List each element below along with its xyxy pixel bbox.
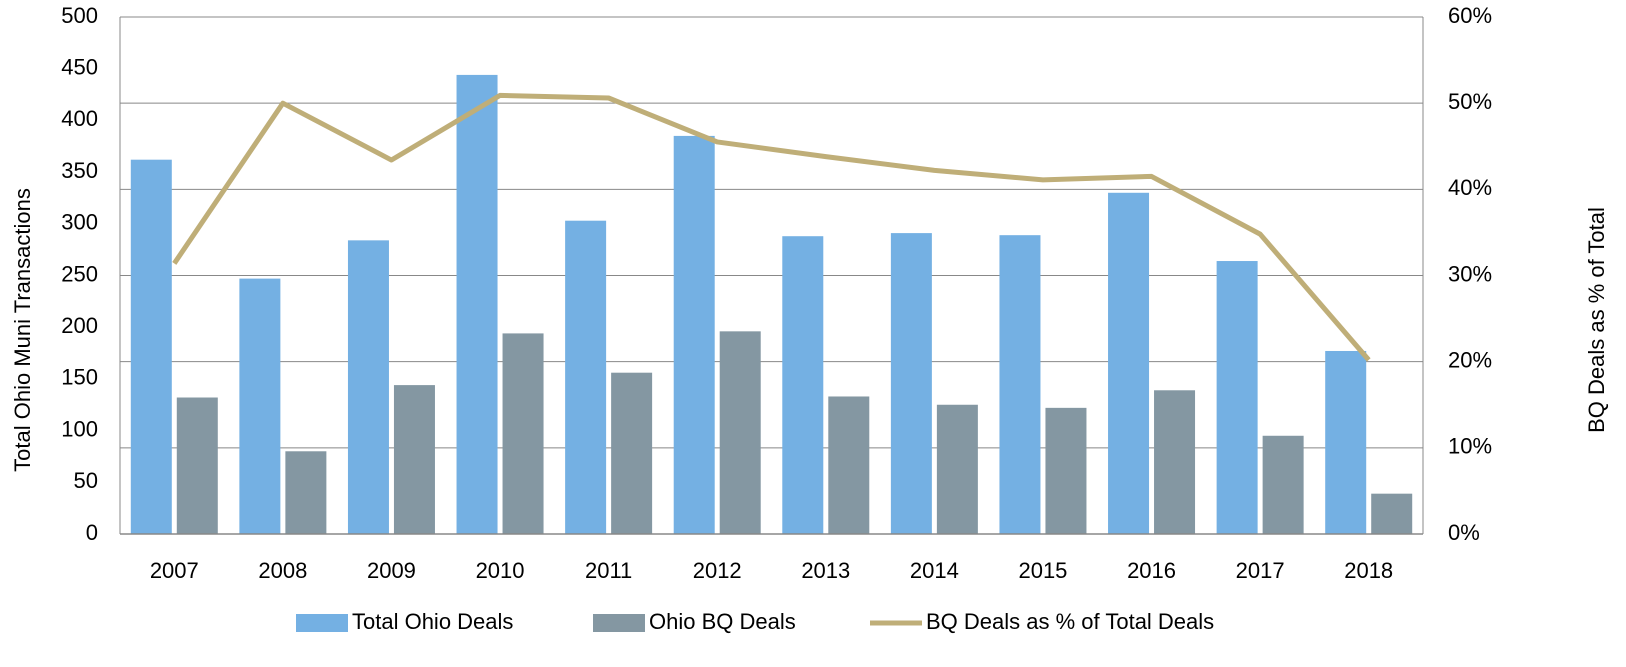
x-tick-label: 2012: [693, 558, 742, 583]
y-tick-label: 400: [61, 106, 98, 131]
x-tick-label: 2008: [258, 558, 307, 583]
bar: [565, 220, 607, 534]
y2-tick-label: 60%: [1448, 3, 1492, 28]
bar: [1154, 390, 1196, 534]
bar: [999, 235, 1041, 534]
bar: [502, 333, 544, 534]
y-tick-label: 150: [61, 365, 98, 390]
y2-tick-label: 20%: [1448, 347, 1492, 372]
x-tick-label: 2013: [801, 558, 850, 583]
y-tick-label: 0: [86, 520, 98, 545]
x-tick-label: 2007: [150, 558, 199, 583]
bar: [1371, 493, 1413, 534]
y-tick-label: 350: [61, 158, 98, 183]
y2-axis-title: BQ Deals as % of Total: [1584, 207, 1609, 433]
bar: [176, 397, 218, 534]
y-tick-label: 200: [61, 313, 98, 338]
legend-swatch: [593, 614, 645, 632]
y-tick-label: 500: [61, 3, 98, 28]
x-tick-label: 2014: [910, 558, 959, 583]
bar: [347, 240, 389, 534]
bar: [393, 385, 435, 534]
bar: [673, 135, 715, 534]
bar: [782, 236, 824, 534]
y-tick-label: 300: [61, 210, 98, 235]
bar: [239, 278, 281, 534]
x-tick-label: 2010: [476, 558, 525, 583]
x-tick-label: 2017: [1236, 558, 1285, 583]
y-tick-label: 250: [61, 261, 98, 286]
y2-tick-label: 40%: [1448, 175, 1492, 200]
bar: [1325, 350, 1367, 534]
bar: [285, 451, 327, 534]
bar: [890, 233, 932, 534]
legend-swatch: [296, 614, 348, 632]
bar: [1108, 192, 1150, 534]
y2-tick-label: 50%: [1448, 89, 1492, 114]
bar: [1045, 407, 1087, 534]
x-tick-label: 2009: [367, 558, 416, 583]
y2-tick-label: 10%: [1448, 434, 1492, 459]
legend-label: BQ Deals as % of Total Deals: [926, 609, 1214, 634]
y-axis-title: Total Ohio Muni Transactions: [10, 188, 35, 472]
bar: [611, 372, 653, 534]
y-tick-label: 100: [61, 416, 98, 441]
legend-label: Total Ohio Deals: [352, 609, 513, 634]
bar: [130, 159, 172, 534]
bar: [828, 396, 870, 534]
bar: [719, 331, 761, 534]
legend-label: Ohio BQ Deals: [649, 609, 796, 634]
x-tick-label: 2011: [585, 558, 632, 583]
x-tick-label: 2016: [1127, 558, 1176, 583]
y-tick-label: 450: [61, 55, 98, 80]
bar: [1262, 435, 1304, 534]
y2-tick-label: 0%: [1448, 520, 1480, 545]
y-tick-label: 50: [74, 468, 98, 493]
line: [172, 92, 1371, 362]
x-tick-label: 2018: [1344, 558, 1393, 583]
y2-tick-label: 30%: [1448, 261, 1492, 286]
x-tick-label: 2015: [1018, 558, 1067, 583]
bar: [456, 74, 498, 535]
bar: [936, 404, 978, 534]
bar: [1216, 261, 1258, 534]
